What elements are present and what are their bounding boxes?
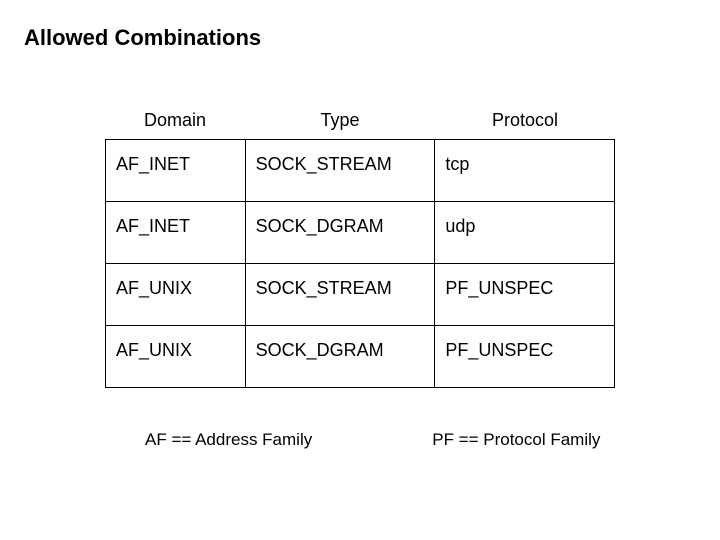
cell-type: SOCK_DGRAM (245, 326, 435, 388)
column-header-protocol: Protocol (435, 110, 615, 131)
cell-domain: AF_INET (106, 140, 246, 202)
cell-protocol: PF_UNSPEC (435, 326, 615, 388)
combinations-table: Domain Type Protocol AF_INET SOCK_STREAM… (105, 110, 615, 388)
footnotes: AF == Address Family PF == Protocol Fami… (105, 430, 615, 450)
cell-protocol: PF_UNSPEC (435, 264, 615, 326)
cell-domain: AF_INET (106, 202, 246, 264)
table-header-row: Domain Type Protocol (105, 110, 615, 131)
cell-type: SOCK_STREAM (245, 140, 435, 202)
table-row: AF_UNIX SOCK_STREAM PF_UNSPEC (106, 264, 615, 326)
table-row: AF_INET SOCK_STREAM tcp (106, 140, 615, 202)
page-title: Allowed Combinations (24, 25, 261, 51)
footnote-pf: PF == Protocol Family (432, 430, 600, 450)
cell-type: SOCK_STREAM (245, 264, 435, 326)
table-row: AF_UNIX SOCK_DGRAM PF_UNSPEC (106, 326, 615, 388)
column-header-domain: Domain (105, 110, 245, 131)
table-body: AF_INET SOCK_STREAM tcp AF_INET SOCK_DGR… (105, 139, 615, 388)
column-header-type: Type (245, 110, 435, 131)
cell-protocol: tcp (435, 140, 615, 202)
cell-type: SOCK_DGRAM (245, 202, 435, 264)
footnote-af: AF == Address Family (145, 430, 312, 450)
table-row: AF_INET SOCK_DGRAM udp (106, 202, 615, 264)
cell-protocol: udp (435, 202, 615, 264)
cell-domain: AF_UNIX (106, 264, 246, 326)
cell-domain: AF_UNIX (106, 326, 246, 388)
